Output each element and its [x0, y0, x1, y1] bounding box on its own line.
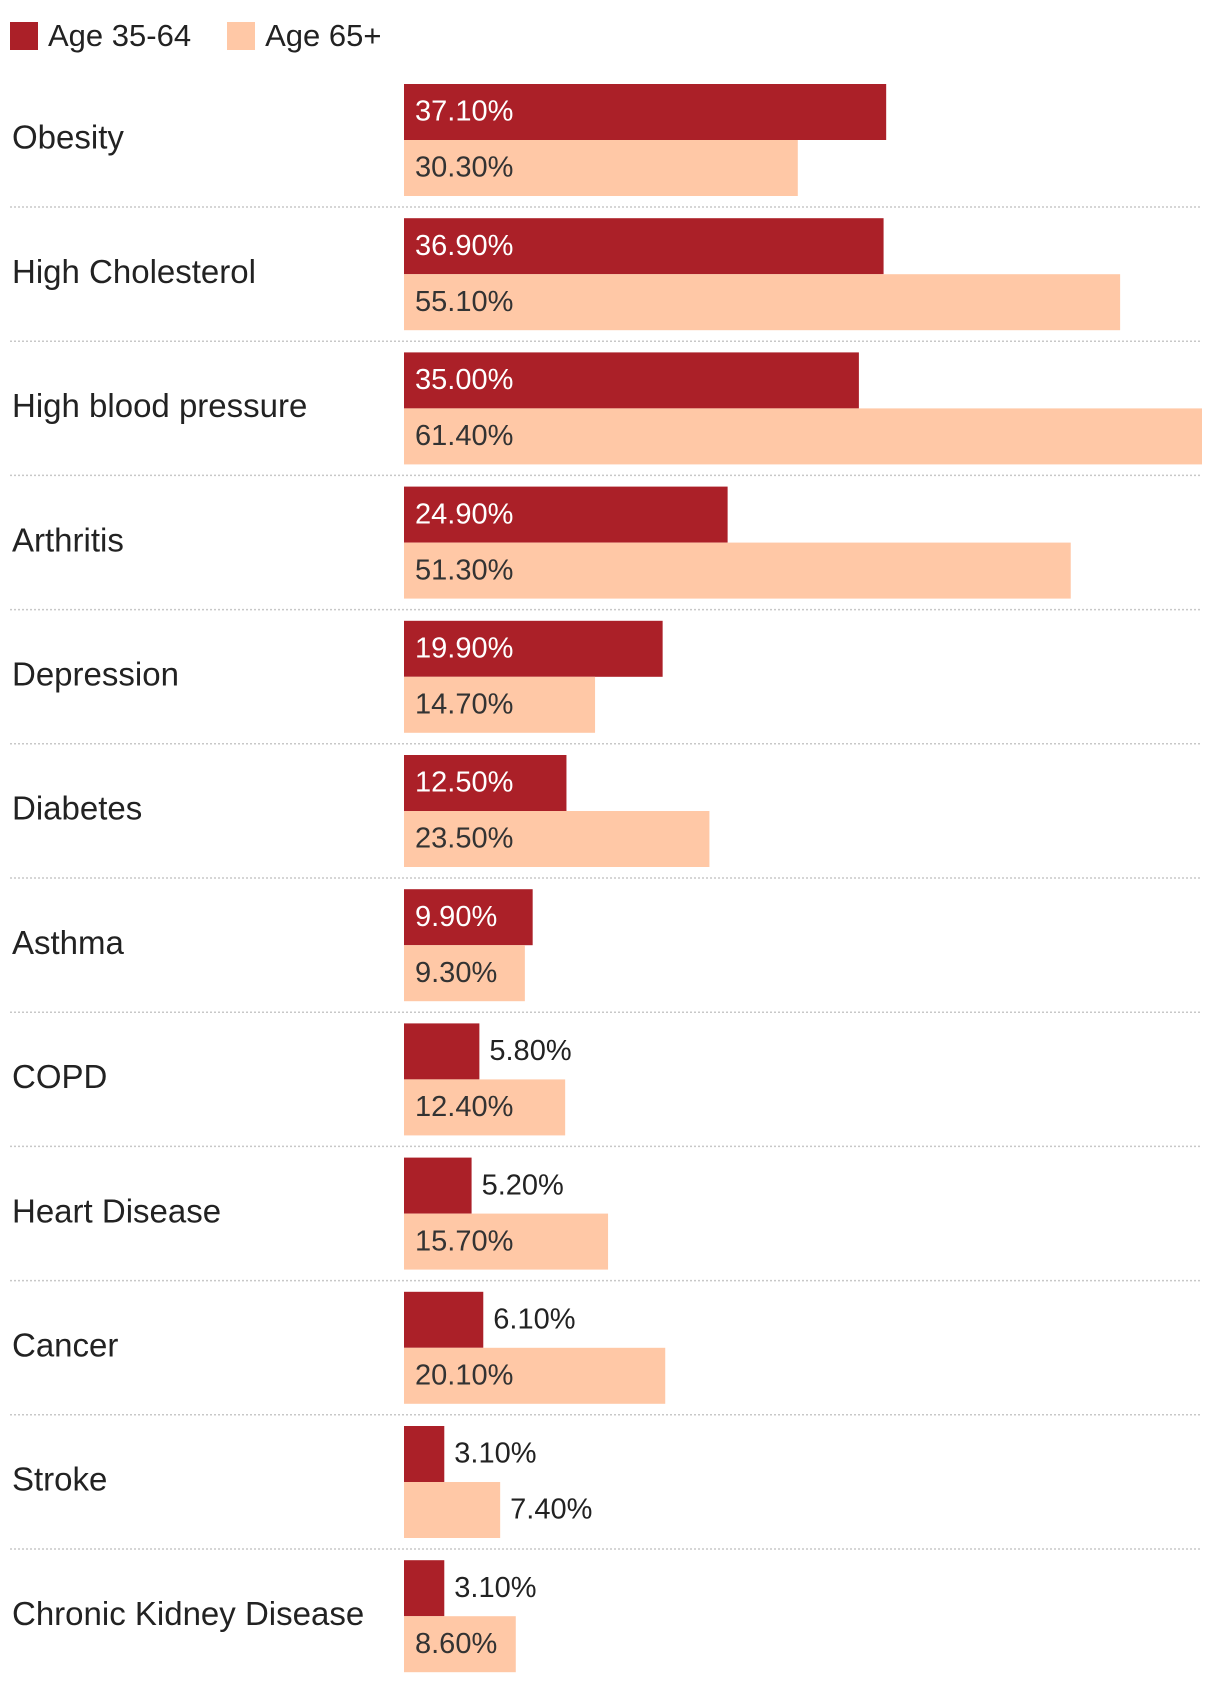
category-label-obesity: Obesity — [12, 119, 124, 156]
category-label-heart-disease: Heart Disease — [12, 1192, 221, 1229]
legend: Age 35-64 Age 65+ — [10, 16, 417, 56]
category-label-high-cholesterol: High Cholesterol — [12, 253, 256, 290]
bar-age-65-plus-high-cholesterol — [404, 274, 1121, 331]
value-label-age-35-64-heart-disease: 5.20% — [482, 1169, 564, 1201]
bar-age-65-plus-depression — [404, 676, 596, 733]
bar-age-35-64-chronic-kidney-disease — [404, 1560, 445, 1617]
category-label-copd: COPD — [12, 1058, 107, 1095]
value-label-age-65-plus-obesity: 30.30% — [415, 152, 513, 184]
value-label-age-35-64-depression: 19.90% — [415, 632, 513, 664]
category-label-diabetes: Diabetes — [12, 790, 142, 827]
value-label-age-65-plus-chronic-kidney-disease: 8.60% — [415, 1628, 497, 1660]
bar-age-35-64-high-blood-pressure — [404, 352, 859, 409]
value-label-age-65-plus-stroke: 7.40% — [510, 1494, 592, 1526]
value-label-age-35-64-chronic-kidney-disease: 3.10% — [454, 1572, 536, 1604]
value-label-age-65-plus-high-cholesterol: 55.10% — [415, 286, 513, 318]
value-label-age-35-64-obesity: 37.10% — [415, 96, 513, 128]
category-label-chronic-kidney-disease: Chronic Kidney Disease — [12, 1595, 364, 1632]
value-label-age-35-64-high-blood-pressure: 35.00% — [415, 364, 513, 396]
value-label-age-65-plus-diabetes: 23.50% — [415, 823, 513, 855]
bar-age-35-64-stroke — [404, 1426, 445, 1482]
value-label-age-65-plus-heart-disease: 15.70% — [415, 1225, 513, 1257]
bar-age-35-64-depression — [404, 620, 663, 677]
value-label-age-35-64-arthritis: 24.90% — [415, 498, 513, 530]
value-label-age-35-64-diabetes: 12.50% — [415, 767, 513, 799]
legend-item-age-35-64: Age 35-64 — [10, 18, 191, 54]
bar-age-65-plus-heart-disease — [404, 1213, 609, 1270]
legend-swatch-age-35-64 — [10, 22, 38, 50]
value-label-age-35-64-stroke: 3.10% — [454, 1438, 536, 1470]
value-label-age-35-64-high-cholesterol: 36.90% — [415, 230, 513, 262]
value-label-age-65-plus-depression: 14.70% — [415, 688, 513, 720]
bar-age-35-64-heart-disease — [404, 1157, 472, 1214]
bar-age-65-plus-arthritis — [404, 542, 1071, 599]
bar-age-35-64-diabetes — [404, 755, 567, 811]
category-label-cancer: Cancer — [12, 1327, 118, 1364]
value-label-age-35-64-cancer: 6.10% — [493, 1303, 575, 1335]
category-label-depression: Depression — [12, 656, 179, 693]
value-label-age-65-plus-copd: 12.40% — [415, 1091, 513, 1123]
value-label-age-35-64-copd: 5.80% — [489, 1035, 571, 1067]
value-label-age-35-64-asthma: 9.90% — [415, 901, 497, 933]
bar-age-35-64-asthma — [404, 889, 533, 946]
legend-swatch-age-65-plus — [227, 22, 256, 50]
bar-age-65-plus-asthma — [404, 945, 525, 1002]
category-label-stroke: Stroke — [12, 1461, 107, 1498]
category-label-arthritis: Arthritis — [12, 521, 124, 558]
bar-age-65-plus-cancer — [404, 1347, 666, 1404]
bar-age-65-plus-stroke — [404, 1482, 501, 1538]
bar-age-65-plus-high-blood-pressure — [404, 408, 1202, 465]
bar-age-35-64-arthritis — [404, 486, 728, 543]
bar-age-35-64-copd — [404, 1023, 480, 1080]
value-label-age-65-plus-asthma: 9.30% — [415, 957, 497, 989]
value-label-age-65-plus-high-blood-pressure: 61.40% — [415, 420, 513, 452]
bar-age-35-64-cancer — [404, 1291, 484, 1348]
bar-age-35-64-high-cholesterol — [404, 218, 884, 275]
value-label-age-65-plus-cancer: 20.10% — [415, 1359, 513, 1391]
bar-age-35-64-obesity — [404, 84, 887, 140]
bar-age-65-plus-copd — [404, 1079, 566, 1136]
category-label-high-blood-pressure: High blood pressure — [12, 387, 307, 424]
legend-label-age-65-plus: Age 65+ — [265, 18, 382, 53]
category-label-asthma: Asthma — [12, 924, 125, 961]
value-label-age-65-plus-arthritis: 51.30% — [415, 554, 513, 586]
bar-age-65-plus-diabetes — [404, 811, 710, 867]
bar-age-65-plus-obesity — [404, 140, 798, 196]
legend-label-age-35-64: Age 35-64 — [48, 18, 192, 53]
bar-age-65-plus-chronic-kidney-disease — [404, 1616, 516, 1673]
legend-item-age-65-plus: Age 65+ — [227, 18, 381, 54]
